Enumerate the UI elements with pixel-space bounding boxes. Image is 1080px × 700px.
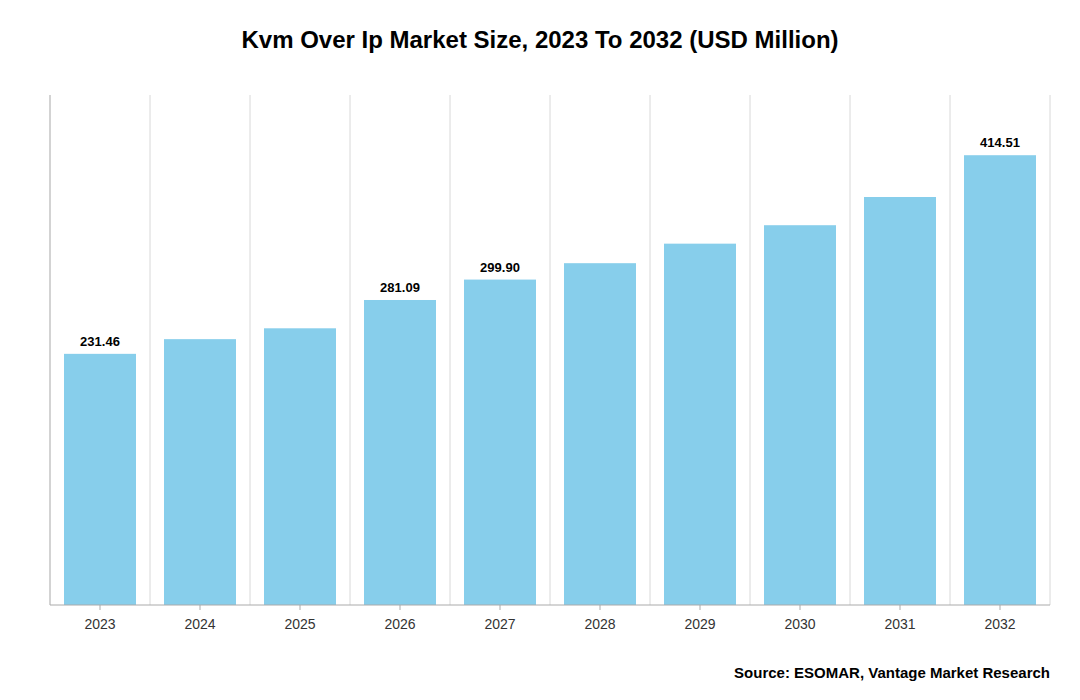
grid-line xyxy=(150,95,151,605)
grid-line xyxy=(550,95,551,605)
grid-line xyxy=(950,95,951,605)
grid-line xyxy=(50,95,51,605)
grid-line xyxy=(350,95,351,605)
x-tick xyxy=(900,605,901,610)
x-tick xyxy=(100,605,101,610)
x-tick xyxy=(300,605,301,610)
x-tick-label: 2024 xyxy=(184,616,215,632)
bars xyxy=(64,155,1036,605)
x-tick xyxy=(700,605,701,610)
grid-line xyxy=(1050,95,1051,605)
x-tick xyxy=(500,605,501,610)
x-tick-label: 2027 xyxy=(484,616,515,632)
grid-line xyxy=(750,95,751,605)
x-tick-label: 2025 xyxy=(284,616,315,632)
bar xyxy=(64,354,136,605)
x-tick xyxy=(400,605,401,610)
x-tick xyxy=(1000,605,1001,610)
data-label: 231.46 xyxy=(80,334,120,349)
x-ticks: 2023 2024 2025 2026 2027 2028 2029 2030 2031 2032 xyxy=(84,605,1015,632)
y-axis-line xyxy=(50,95,51,605)
x-tick-label: 2026 xyxy=(384,616,415,632)
grid-line xyxy=(250,95,251,605)
bar xyxy=(564,263,636,605)
bar xyxy=(464,280,536,605)
data-labels: 231.46 281.09 299.90 414.51 xyxy=(80,135,1020,349)
title: Kvm Over Ip Market Size, 2023 To 2032 (U… xyxy=(241,26,838,53)
x-tick-label: 2028 xyxy=(584,616,615,632)
grid-line xyxy=(650,95,651,605)
bar xyxy=(364,300,436,605)
x-tick-label: 2023 xyxy=(84,616,115,632)
grid-line xyxy=(450,95,451,605)
data-label: 281.09 xyxy=(380,280,420,295)
grid xyxy=(50,95,1050,605)
x-tick-label: 2032 xyxy=(984,616,1015,632)
data-label: 299.90 xyxy=(480,260,520,275)
x-tick-label: 2031 xyxy=(884,616,915,632)
bar xyxy=(264,328,336,605)
chart-container: 2023 2024 2025 2026 2027 2028 2029 2030 2031 2032… xyxy=(0,0,1080,700)
bar xyxy=(164,339,236,605)
bar xyxy=(864,197,936,605)
x-tick xyxy=(200,605,201,610)
x-tick-label: 2030 xyxy=(784,616,815,632)
grid-line xyxy=(850,95,851,605)
bar xyxy=(964,155,1036,605)
data-label: 414.51 xyxy=(980,135,1020,150)
bar xyxy=(664,244,736,605)
x-tick xyxy=(800,605,801,610)
chart-svg: 2023 2024 2025 2026 2027 2028 2029 2030 2031 2032… xyxy=(0,0,1080,700)
bar xyxy=(764,225,836,605)
annotation: Source: ESOMAR, Vantage Market Research xyxy=(734,664,1050,681)
x-tick-label: 2029 xyxy=(684,616,715,632)
x-tick xyxy=(600,605,601,610)
